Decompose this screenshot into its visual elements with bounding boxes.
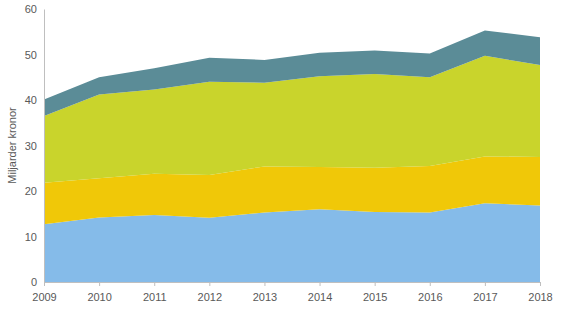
tick-mark	[154, 282, 155, 286]
tick: 2010	[87, 282, 111, 303]
tick: 2014	[308, 282, 332, 303]
tick-label: 10	[25, 231, 37, 243]
tick: 60	[25, 3, 44, 15]
tick-mark	[540, 282, 541, 286]
tick: 40	[25, 94, 44, 106]
tick-mark	[209, 282, 210, 286]
chart: 2009201020112012201320142015201620172018…	[0, 0, 577, 319]
tick-label: 2010	[87, 291, 111, 303]
tick: 30	[25, 140, 44, 152]
tick-mark	[320, 282, 321, 286]
tick-label: 2012	[198, 291, 222, 303]
tick-label: 30	[25, 140, 37, 152]
area-series	[44, 30, 540, 116]
tick: 10	[25, 231, 44, 243]
tick-label: 2009	[32, 291, 56, 303]
tick: 2018	[528, 282, 552, 303]
areas	[44, 30, 540, 282]
axis-line	[45, 282, 541, 283]
tick-label: 20	[25, 185, 37, 197]
tick: 2015	[363, 282, 387, 303]
tick: 50	[25, 49, 44, 61]
tick-label: 2013	[253, 291, 277, 303]
tick-label: 2017	[473, 291, 497, 303]
tick-label: 2011	[143, 291, 167, 303]
tick-mark	[264, 282, 265, 286]
tick-mark	[44, 282, 45, 286]
tick-label: 2018	[528, 291, 552, 303]
tick: 2013	[253, 282, 277, 303]
axis-line	[44, 10, 45, 283]
y-axis: 0 10 20 30 40 50 60	[25, 3, 45, 288]
tick-label: 0	[31, 276, 37, 288]
tick-label: 2015	[363, 291, 387, 303]
tick-mark	[485, 282, 486, 286]
tick-label: 2016	[418, 291, 442, 303]
tick-label: 60	[25, 3, 37, 15]
tick: 2011	[143, 282, 167, 303]
y-axis-title: Miljarder kronor	[6, 107, 18, 184]
tick: 2012	[198, 282, 222, 303]
tick: 2016	[418, 282, 442, 303]
tick: 2017	[473, 282, 497, 303]
tick-mark	[99, 282, 100, 286]
tick: 20	[25, 185, 44, 197]
tick-label: 50	[25, 49, 37, 61]
tick: 0	[31, 276, 44, 288]
tick-mark	[430, 282, 431, 286]
x-axis: 2009 2010 2011 2012 2013 2014 2015 2016 2017 2018	[32, 282, 552, 303]
tick-label: 2014	[308, 291, 332, 303]
tick-mark	[375, 282, 376, 286]
plot: 2009201020112012201320142015201620172018…	[25, 3, 553, 303]
tick-label: 40	[25, 94, 37, 106]
